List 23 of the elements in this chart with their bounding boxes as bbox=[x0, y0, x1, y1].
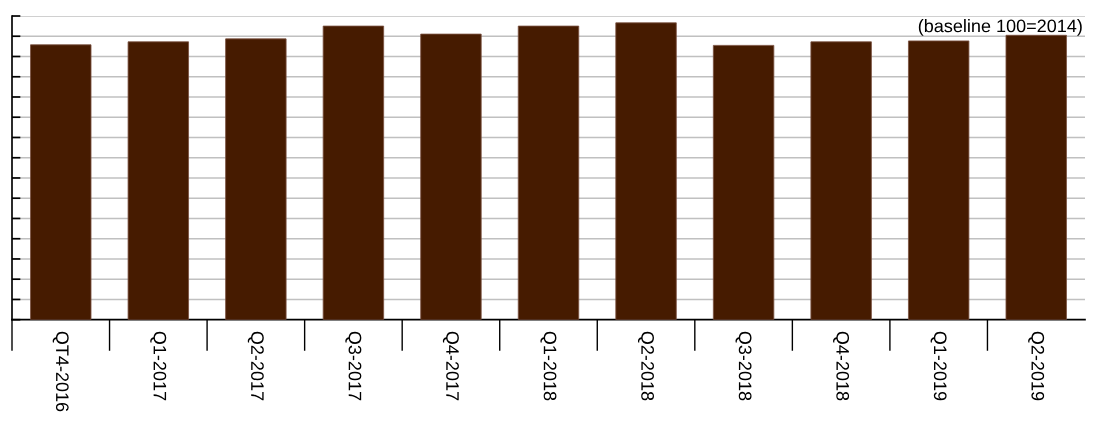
bar bbox=[420, 33, 482, 320]
x-tick-label: Q2-2018 bbox=[637, 331, 654, 401]
x-tick-label: Q2-2019 bbox=[1028, 331, 1045, 401]
x-tick-label: Q3-2018 bbox=[735, 331, 752, 401]
bar bbox=[712, 44, 775, 320]
x-tick-label: Q3-2017 bbox=[345, 331, 362, 401]
bar bbox=[127, 41, 189, 320]
bar bbox=[1005, 34, 1067, 320]
bar bbox=[908, 40, 970, 320]
bar bbox=[810, 41, 872, 320]
bar bbox=[322, 25, 385, 320]
x-tick-label: Q1-2019 bbox=[930, 331, 947, 401]
bar bbox=[615, 22, 677, 320]
x-tick-label: Q4-2018 bbox=[833, 331, 850, 401]
bar bbox=[517, 25, 580, 320]
bar bbox=[30, 44, 92, 320]
annotation: (baseline 100=2014) bbox=[918, 19, 1082, 36]
x-tick-label: Q1-2018 bbox=[540, 331, 557, 401]
x-tick-label: Q4-2017 bbox=[442, 331, 459, 401]
bar bbox=[225, 38, 287, 320]
x-tick-label: QT4-2016 bbox=[52, 331, 69, 412]
x-tick-label: Q1-2017 bbox=[150, 331, 167, 401]
x-tick-label: Q2-2017 bbox=[247, 331, 264, 401]
